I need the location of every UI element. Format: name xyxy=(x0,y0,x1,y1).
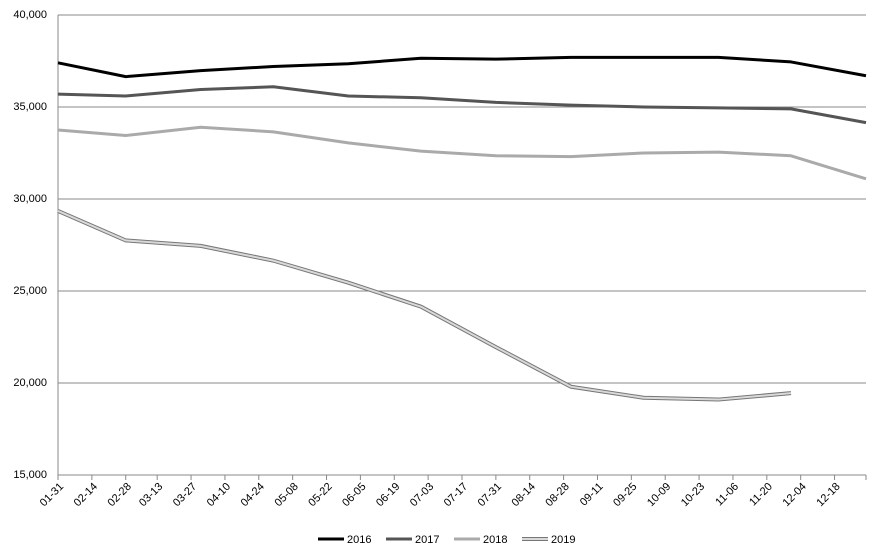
x-tick-label: 09-25 xyxy=(611,481,639,509)
y-tick-label: 35,000 xyxy=(13,101,47,113)
y-tick-label: 20,000 xyxy=(13,377,47,389)
x-tick-label: 08-28 xyxy=(543,481,571,509)
x-tick-label: 03-27 xyxy=(171,481,199,509)
series-line xyxy=(57,85,867,125)
x-tick-label: 09-11 xyxy=(578,481,606,509)
x-tick-label: 08-14 xyxy=(510,481,538,509)
y-tick-label: 15,000 xyxy=(13,469,47,481)
legend-label: 2019 xyxy=(551,534,575,546)
x-tick-label: 04-10 xyxy=(205,481,233,509)
legend-label: 2017 xyxy=(415,534,439,546)
y-tick-label: 40,000 xyxy=(13,9,47,21)
x-tick-label: 12-18 xyxy=(814,481,842,509)
series-line xyxy=(57,55,867,79)
x-tick-label: 12-04 xyxy=(780,481,808,509)
x-tick-label: 02-28 xyxy=(106,481,134,509)
x-tick-label: 07-17 xyxy=(442,481,470,509)
x-tick-label: 05-08 xyxy=(272,481,300,509)
x-tick-label: 07-31 xyxy=(476,481,504,509)
x-tick-label: 05-22 xyxy=(306,481,334,509)
x-tick-label: 06-19 xyxy=(374,481,402,509)
legend-label: 2016 xyxy=(347,534,371,546)
x-tick-label: 11-20 xyxy=(747,481,775,509)
x-tick-label: 03-13 xyxy=(137,481,165,509)
x-tick-label: 02-14 xyxy=(72,481,100,509)
legend-label: 2018 xyxy=(483,534,507,546)
x-tick-label: 10-09 xyxy=(645,481,673,509)
line-outline xyxy=(57,209,792,402)
x-tick-label: 11-06 xyxy=(713,481,741,509)
series-line xyxy=(57,210,792,401)
y-tick-label: 25,000 xyxy=(13,285,47,297)
y-tick-label: 30,000 xyxy=(13,193,47,205)
x-tick-label: 07-03 xyxy=(408,481,436,509)
x-tick-label: 01-31 xyxy=(38,481,66,509)
x-tick-label: 06-05 xyxy=(340,481,368,509)
x-tick-label: 04-24 xyxy=(239,481,267,509)
series-line xyxy=(57,125,867,181)
x-tick-label: 10-23 xyxy=(679,481,707,509)
